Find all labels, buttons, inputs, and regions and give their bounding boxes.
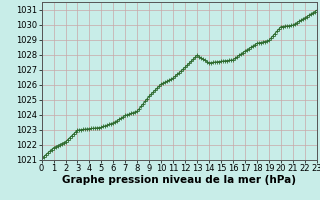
X-axis label: Graphe pression niveau de la mer (hPa): Graphe pression niveau de la mer (hPa) — [62, 175, 296, 185]
